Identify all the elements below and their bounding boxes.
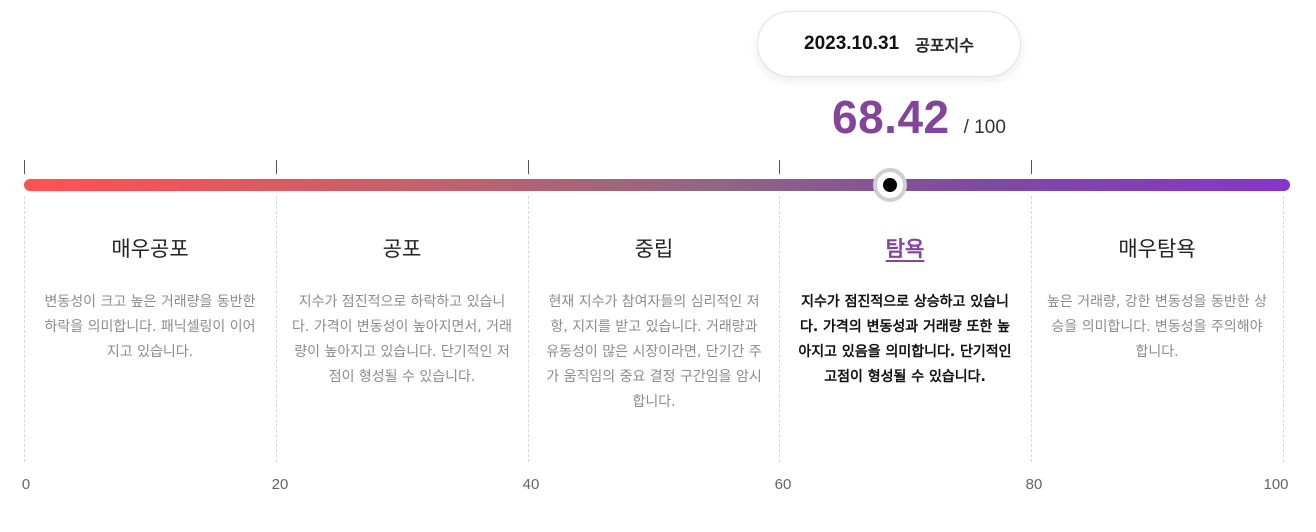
axis-label: 20	[271, 476, 289, 493]
zone-title: 매우탐욕	[1118, 237, 1196, 261]
zone-title: 공포	[382, 237, 422, 261]
zone-description: 지수가 점진적으로 하락하고 있습니다. 가격이 변동성이 높아지면서, 거래량…	[292, 294, 512, 385]
zone-extreme-greed: 매우탐욕 높은 거래량, 강한 변동성을 동반한 상승을 의미합니다. 변동성을…	[1031, 234, 1283, 365]
zone-title: 중립	[634, 237, 674, 261]
zone-description: 변동성이 크고 높은 거래량을 동반한 하락을 의미합니다. 패닉셀링이 이어지…	[44, 294, 256, 360]
zone-extreme-fear: 매우공포 변동성이 크고 높은 거래량을 동반한 하락을 의미합니다. 패닉셀링…	[24, 234, 276, 365]
zone-divider	[1031, 196, 1032, 462]
zone-neutral: 중립 현재 지수가 참여자들의 심리적인 저항, 지지를 받고 있습니다. 거래…	[528, 234, 780, 415]
zone-divider	[779, 196, 780, 462]
scale-tick	[1031, 160, 1032, 174]
axis-label: 40	[522, 476, 540, 493]
zone-description: 현재 지수가 참여자들의 심리적인 저항, 지지를 받고 있습니다. 거래량과 …	[546, 294, 762, 410]
zone-description: 높은 거래량, 강한 변동성을 동반한 상승을 의미합니다. 변동성을 주의해야…	[1047, 294, 1267, 360]
scale-tick	[528, 160, 529, 174]
current-value-marker[interactable]	[873, 168, 908, 202]
tooltip-index-name: 공포지수	[915, 36, 974, 55]
scale-tick	[779, 160, 780, 174]
zone-divider	[24, 196, 25, 462]
current-value-display: 68.42 / 100	[832, 90, 1006, 144]
sentiment-gradient-bar	[24, 179, 1290, 191]
tooltip-date: 2023.10.31	[804, 33, 900, 54]
marker-dot	[883, 178, 898, 192]
zone-title: 매우공포	[111, 237, 189, 261]
axis-label: 0	[21, 476, 31, 493]
current-value: 68.42	[832, 91, 950, 143]
zone-fear: 공포 지수가 점진적으로 하락하고 있습니다. 가격이 변동성이 높아지면서, …	[276, 234, 528, 390]
max-value-label: / 100	[963, 117, 1006, 138]
zone-divider	[276, 196, 277, 462]
scale-tick	[24, 160, 25, 174]
zone-greed: 탐욕 지수가 점진적으로 상승하고 있습니다. 가격의 변동성과 거래량 또한 …	[779, 234, 1031, 390]
zone-title[interactable]: 탐욕	[885, 237, 925, 261]
axis-label: 80	[1025, 476, 1043, 493]
zone-divider	[1283, 196, 1284, 462]
scale-tick	[276, 160, 277, 174]
zone-description: 지수가 점진적으로 상승하고 있습니다. 가격의 변동성과 거래량 또한 높아지…	[798, 294, 1012, 385]
zone-divider	[528, 196, 529, 462]
date-tooltip: 2023.10.31 공포지수	[757, 11, 1021, 77]
axis-label: 100	[1263, 476, 1289, 493]
axis-label: 60	[774, 476, 792, 493]
